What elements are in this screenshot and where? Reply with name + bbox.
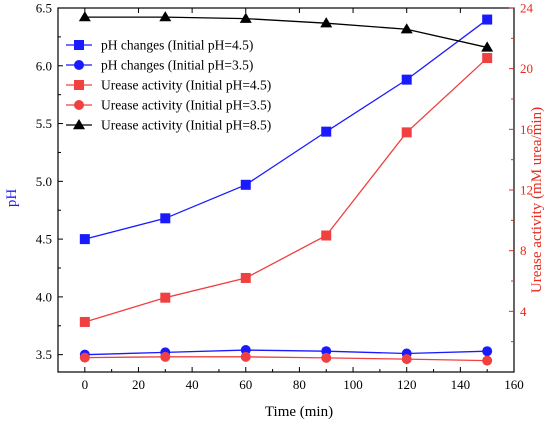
data-point [160, 351, 171, 362]
y-right-tick-label: 8 [520, 243, 527, 258]
data-point [321, 230, 332, 241]
x-tick-label: 120 [397, 377, 417, 392]
data-point [240, 179, 251, 190]
legend-marker [74, 60, 84, 70]
data-point [400, 23, 413, 34]
series-4 [79, 351, 493, 366]
legend-label: Urease activity (Initial pH=4.5) [101, 78, 271, 93]
data-point [79, 316, 90, 327]
y-right-tick-label: 4 [520, 304, 527, 319]
series-line [84, 19, 488, 240]
data-point [240, 272, 251, 283]
y-left-tick-label: 5.0 [36, 174, 52, 189]
data-point [240, 351, 251, 362]
legend-marker [73, 119, 85, 130]
series-line [84, 349, 488, 356]
data-point [79, 234, 90, 245]
legend-entry: Urease activity (Initial pH=3.5) [66, 98, 271, 113]
data-point [159, 11, 172, 22]
data-point [481, 41, 494, 52]
x-tick-label: 140 [451, 377, 471, 392]
data-point [160, 292, 171, 303]
x-tick-label: 20 [132, 377, 145, 392]
legend-entry: pH changes (Initial pH=4.5) [66, 38, 253, 53]
x-axis-label: Time (min) [265, 404, 333, 420]
series-line [84, 57, 488, 323]
y-left-tick-label: 3.5 [36, 347, 52, 362]
legend-label: pH changes (Initial pH=3.5) [101, 58, 253, 73]
series-5 [78, 11, 494, 52]
data-point [401, 127, 412, 138]
y-right-tick-label: 16 [520, 122, 534, 137]
y-left-tick-label: 6.5 [36, 1, 52, 16]
y-axis-left-label: pH [4, 189, 20, 208]
axes: 0 20 40 60 80 100 120 140 160 3.5 4.0 4.5 5.0 5.5 6.0 6… [36, 1, 534, 393]
data-point [239, 12, 252, 23]
x-tick-label: 100 [343, 377, 363, 392]
data-point [160, 213, 171, 224]
x-tick-label: 80 [293, 377, 306, 392]
data-point [482, 53, 493, 64]
y-left-tick-label: 4.0 [36, 289, 52, 304]
data-point [401, 354, 412, 365]
legend-marker [74, 80, 84, 90]
legend-entry: Urease activity (Initial pH=8.5) [66, 118, 271, 133]
y-left-tick-label: 5.5 [36, 116, 52, 131]
x-tick-label: 160 [504, 377, 524, 392]
legend-entry: pH changes (Initial pH=3.5) [66, 58, 253, 73]
series-1 [79, 14, 493, 245]
y-left-tick-label: 6.0 [36, 58, 52, 73]
data-point [401, 74, 412, 85]
series-layer [78, 11, 494, 366]
series-line [84, 16, 488, 49]
legend-label: Urease activity (Initial pH=3.5) [101, 98, 271, 113]
data-point [482, 346, 493, 357]
data-point [482, 14, 493, 25]
x-tick-label: 40 [186, 377, 199, 392]
data-point [482, 355, 493, 366]
legend: pH changes (Initial pH=4.5) pH changes (I… [66, 38, 271, 133]
data-point [320, 17, 333, 28]
legend-label: pH changes (Initial pH=4.5) [101, 38, 253, 53]
y-right-tick-label: 24 [520, 1, 534, 16]
legend-marker [74, 40, 84, 50]
legend-entry: Urease activity (Initial pH=4.5) [66, 78, 271, 93]
series-line [84, 356, 488, 362]
y-axis-right-label: Urease activity (mM urea/min) [529, 107, 545, 293]
y-left-tick-label: 4.5 [36, 232, 52, 247]
legend-marker [74, 100, 84, 110]
y-right-tick-label: 20 [520, 61, 533, 76]
data-point [79, 352, 90, 363]
x-tick-label: 0 [82, 377, 89, 392]
data-point [321, 126, 332, 137]
y-right-tick-label: 12 [520, 183, 533, 198]
data-point [78, 11, 91, 22]
x-tick-label: 60 [239, 377, 252, 392]
legend-label: Urease activity (Initial pH=8.5) [101, 118, 271, 133]
series-3 [79, 53, 493, 327]
data-point [321, 352, 332, 363]
